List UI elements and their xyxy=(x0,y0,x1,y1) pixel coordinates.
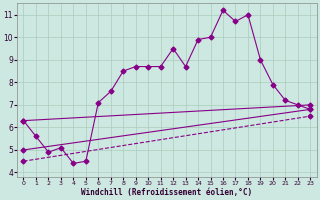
X-axis label: Windchill (Refroidissement éolien,°C): Windchill (Refroidissement éolien,°C) xyxy=(81,188,252,197)
